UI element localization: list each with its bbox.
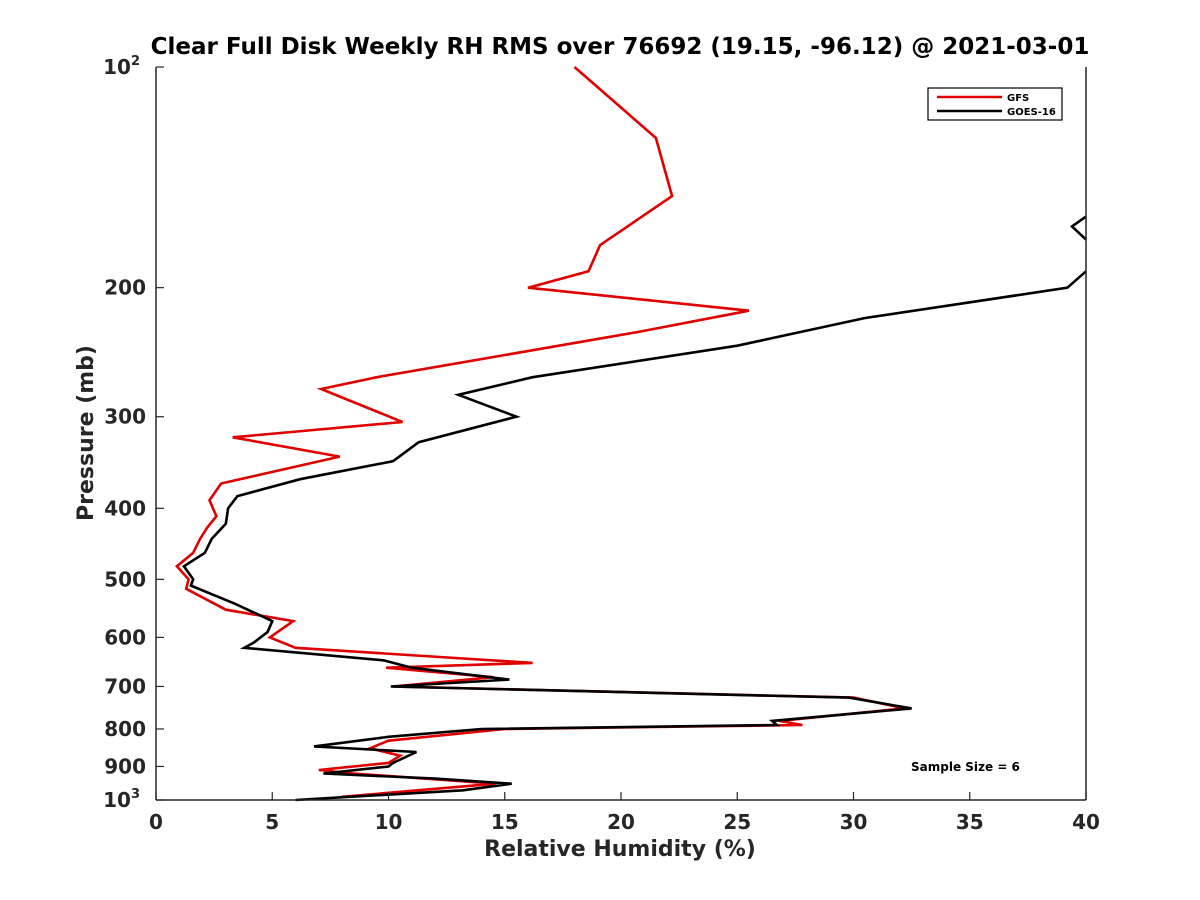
chart-title: Clear Full Disk Weekly RH RMS over 76692… [151, 34, 1090, 60]
sample-size-annotation: Sample Size = 6 [911, 760, 1020, 774]
series-line-goes-16-offscale-marker [1069, 215, 1087, 241]
y-tick-label: 800 [104, 717, 146, 741]
y-axis-label: Pressure (mb) [74, 345, 99, 521]
y-tick-base: 10 [103, 55, 131, 79]
y-tick-label: 600 [104, 625, 146, 649]
x-tick-label: 30 [840, 810, 868, 834]
y-tick-base: 800 [104, 717, 146, 741]
y-tick-label: 500 [104, 567, 146, 591]
y-tick-base: 300 [104, 405, 146, 429]
y-tick-base: 700 [104, 674, 146, 698]
series-line-gfs [175, 66, 905, 799]
legend-box [927, 87, 1063, 121]
y-tick-base: 10 [103, 788, 131, 812]
series-layer [175, 66, 1087, 802]
x-tick-label: 20 [607, 810, 635, 834]
y-tick-label: 103 [103, 787, 140, 812]
x-tick-label: 35 [956, 810, 984, 834]
x-ticks: 0 5 10 15 20 25 30 35 40 [149, 792, 1100, 834]
x-tick-label: 25 [723, 810, 751, 834]
y-tick-exponent: 2 [131, 54, 140, 69]
y-tick-base: 200 [104, 276, 146, 300]
y-tick-base: 500 [104, 567, 146, 591]
x-tick-label: 0 [149, 810, 163, 834]
legend: GFS GOES-16 [927, 87, 1063, 121]
x-tick-label: 15 [491, 810, 519, 834]
x-tick-label: 40 [1072, 810, 1100, 834]
y-tick-label: 102 [103, 54, 140, 79]
legend-label-goes16: GOES-16 [1007, 107, 1056, 118]
y-tick-label: 700 [104, 674, 146, 698]
x-tick-label: 10 [375, 810, 403, 834]
y-tick-base: 900 [104, 754, 146, 778]
series-line-goes-16 [182, 270, 1087, 802]
y-tick-label: 900 [104, 754, 146, 778]
y-tick-label: 300 [104, 405, 146, 429]
plot-area [156, 67, 1086, 800]
y-tick-base: 400 [104, 496, 146, 520]
y-tick-base: 600 [104, 625, 146, 649]
x-tick-label: 5 [265, 810, 279, 834]
y-tick-label: 400 [104, 496, 146, 520]
y-tick-exponent: 3 [131, 787, 140, 802]
x-axis-label: Relative Humidity (%) [484, 837, 756, 862]
y-tick-label: 200 [104, 276, 146, 300]
legend-label-gfs: GFS [1007, 93, 1029, 104]
